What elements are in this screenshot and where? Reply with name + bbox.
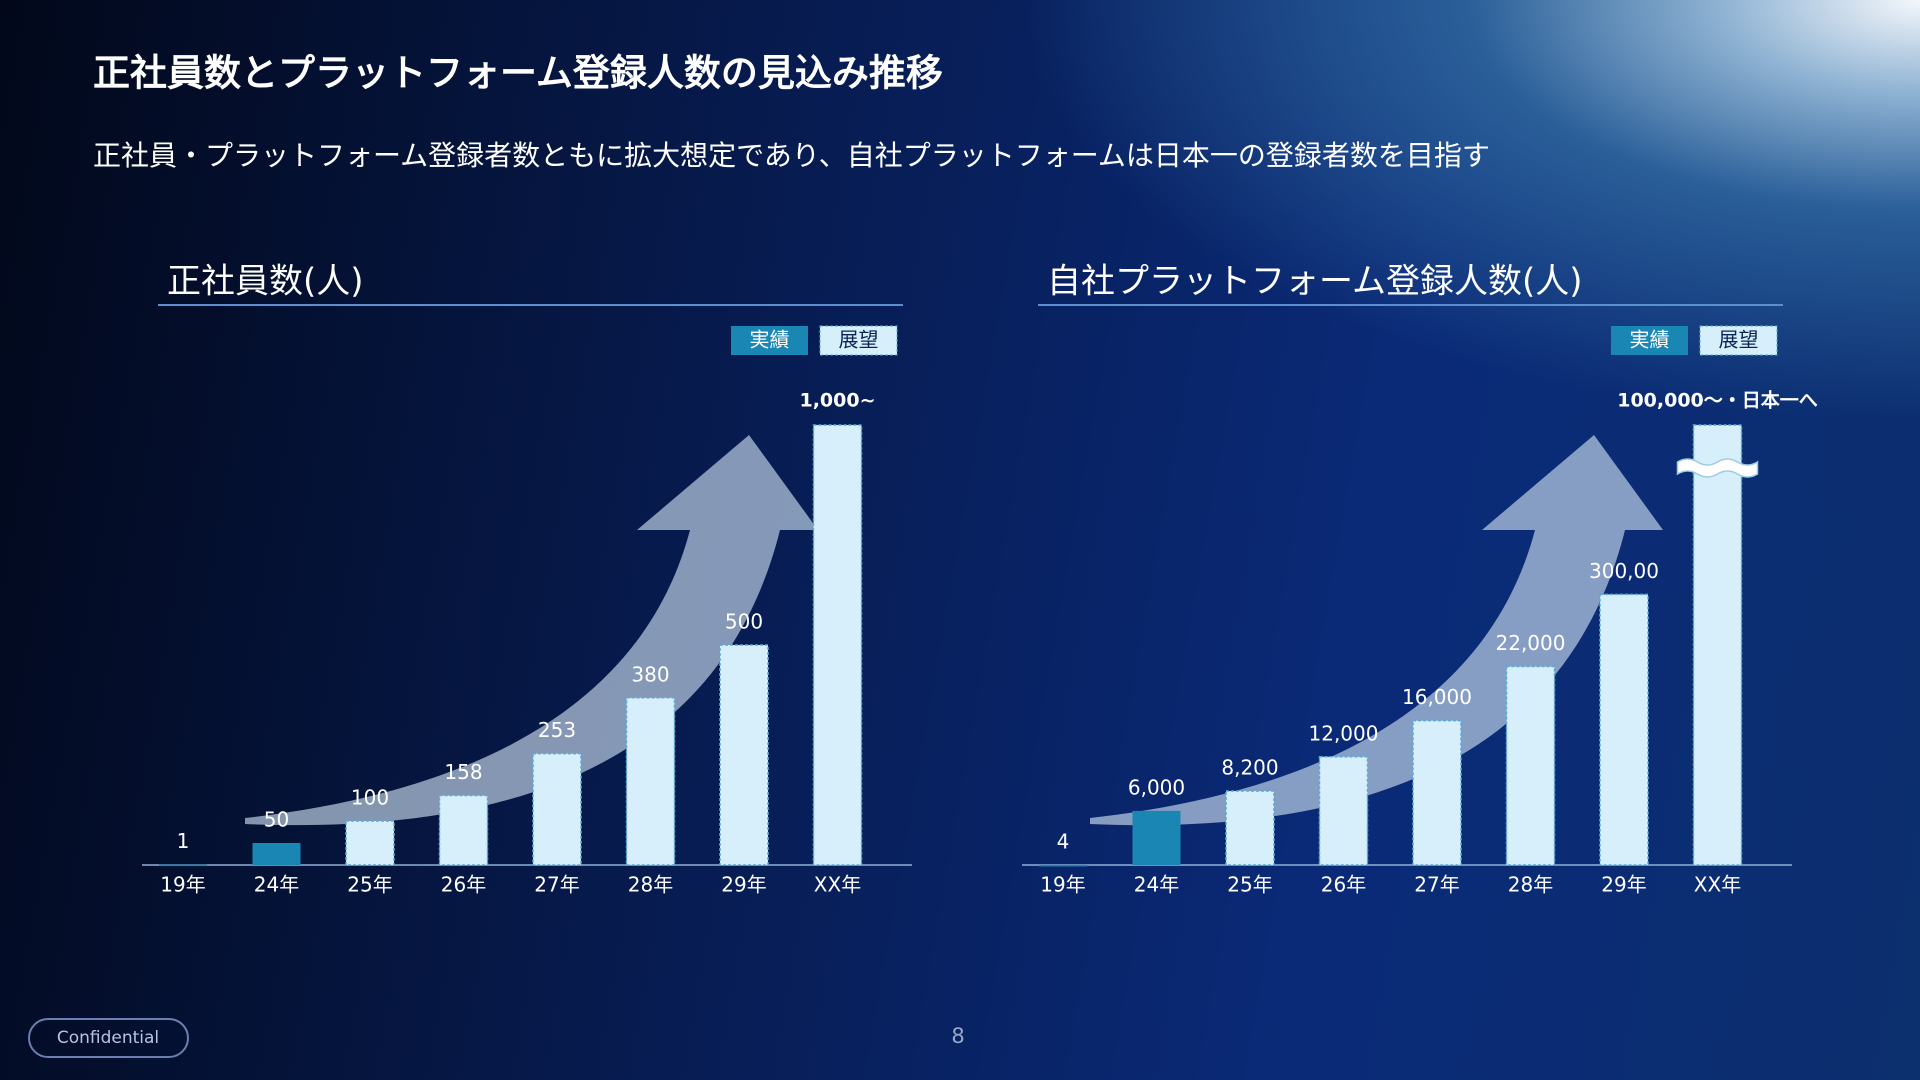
data-label: 500 (725, 610, 763, 634)
data-label: 158 (444, 760, 482, 784)
x-tick-label: XX年 (814, 873, 861, 897)
x-tick-label: 19年 (160, 873, 205, 897)
legend-swatch (1611, 326, 1688, 355)
bar (1412, 719, 1462, 866)
x-tick-label: 28年 (1508, 873, 1553, 897)
slide-title: 正社員数とプラットフォーム登録人数の見込み推移 (93, 52, 943, 95)
data-label: 50 (264, 808, 289, 832)
bar (1505, 665, 1556, 866)
data-label: 253 (538, 718, 576, 742)
axis-break (1676, 458, 1759, 478)
legend-swatch (1699, 325, 1778, 356)
x-tick-label: 24年 (254, 873, 299, 897)
bar (252, 843, 301, 865)
data-label: 6,000 (1128, 775, 1185, 799)
x-tick-label: 27年 (1414, 873, 1459, 897)
bar (1599, 593, 1649, 866)
bar (719, 644, 769, 866)
bar (1039, 864, 1087, 867)
bar (532, 752, 582, 866)
data-label: 380 (631, 662, 669, 686)
bar (1225, 790, 1275, 866)
bar (1132, 810, 1181, 865)
x-tick-label: 25年 (1227, 873, 1272, 897)
x-tick-label: 28年 (628, 873, 673, 897)
chart-title: 正社員数(人) (167, 262, 364, 302)
chart-title: 自社プラットフォーム登録人数(人) (1047, 262, 1583, 302)
bar (159, 864, 207, 867)
data-label: 22,000 (1496, 631, 1566, 655)
x-tick-label: XX年 (1694, 873, 1741, 897)
slide-subtitle: 正社員・プラットフォーム登録者数ともに拡大想定であり、自社プラットフォームは日本… (93, 139, 1490, 172)
confidential-pill (28, 1018, 189, 1058)
bar (1318, 756, 1369, 866)
data-label: 16,000 (1402, 685, 1472, 709)
legend-label: 実績 (750, 328, 790, 352)
legend-swatch (731, 326, 808, 355)
legend-label: 展望 (839, 328, 879, 352)
x-tick-label: 29年 (1601, 873, 1646, 897)
bar (345, 820, 395, 866)
data-label: 4 (1057, 829, 1070, 853)
bar (812, 424, 863, 866)
growth-arrow (1090, 435, 1663, 826)
bar (1692, 424, 1743, 866)
x-tick-label: 26年 (441, 873, 486, 897)
growth-arrow (245, 435, 818, 826)
data-label: 100,000～・日本一へ (1617, 389, 1818, 412)
data-label: 12,000 (1309, 721, 1379, 745)
bar (625, 697, 676, 866)
x-tick-label: 27年 (534, 873, 579, 897)
page-number: 8 (951, 1024, 964, 1048)
data-label: 8,200 (1221, 756, 1278, 780)
x-tick-label: 29年 (721, 873, 766, 897)
data-label: 300,00 (1589, 559, 1659, 583)
data-label: 1,000~ (799, 390, 875, 412)
legend-label: 実績 (1630, 328, 1670, 352)
data-label: 100 (351, 786, 389, 810)
x-tick-label: 24年 (1134, 873, 1179, 897)
data-label: 1 (177, 829, 190, 853)
confidential-label: Confidential (57, 1028, 159, 1048)
x-tick-label: 25年 (347, 873, 392, 897)
legend-swatch (819, 325, 898, 356)
x-tick-label: 26年 (1321, 873, 1366, 897)
legend-label: 展望 (1719, 328, 1759, 352)
x-tick-label: 19年 (1040, 873, 1085, 897)
bar (438, 794, 489, 866)
